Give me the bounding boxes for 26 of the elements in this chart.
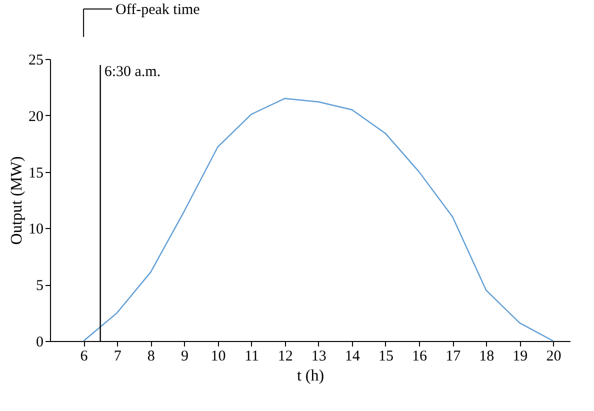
x-tick-label: 7 [114, 348, 122, 364]
y-tick-label: 10 [28, 222, 44, 238]
y-tick-label: 5 [36, 278, 44, 294]
x-tick-label: 9 [180, 348, 188, 364]
x-tick-label: 13 [311, 348, 326, 364]
y-tick-label: 0 [36, 334, 44, 350]
line-series [82, 98, 554, 342]
x-tick-label: 18 [479, 348, 494, 364]
x-tick-label: 11 [244, 348, 260, 364]
x-tick-label: 20 [546, 348, 562, 364]
x-tick-label: 15 [378, 348, 394, 364]
text: Off-peak time [116, 2, 200, 18]
x-tick-label: 19 [512, 348, 528, 364]
x-tick-label: 17 [446, 348, 462, 364]
y-tick-label: 20 [28, 108, 44, 125]
x-tick-label: 16 [412, 348, 428, 364]
x-tick-label: 10 [210, 348, 226, 364]
x-tick-label: 12 [278, 348, 293, 364]
y-tick-label: 25 [28, 52, 44, 68]
x-tick-label: 14 [344, 348, 360, 364]
y-tick-label: 15 [28, 165, 44, 182]
x-tick-label: 8 [147, 348, 155, 364]
x-axis-title: t (h) [296, 368, 324, 384]
ref-line-label: 6:30 a.m. [104, 64, 161, 80]
x-tick-label: 6 [80, 348, 88, 364]
y-axis-title: Output (MW) [8, 156, 26, 245]
